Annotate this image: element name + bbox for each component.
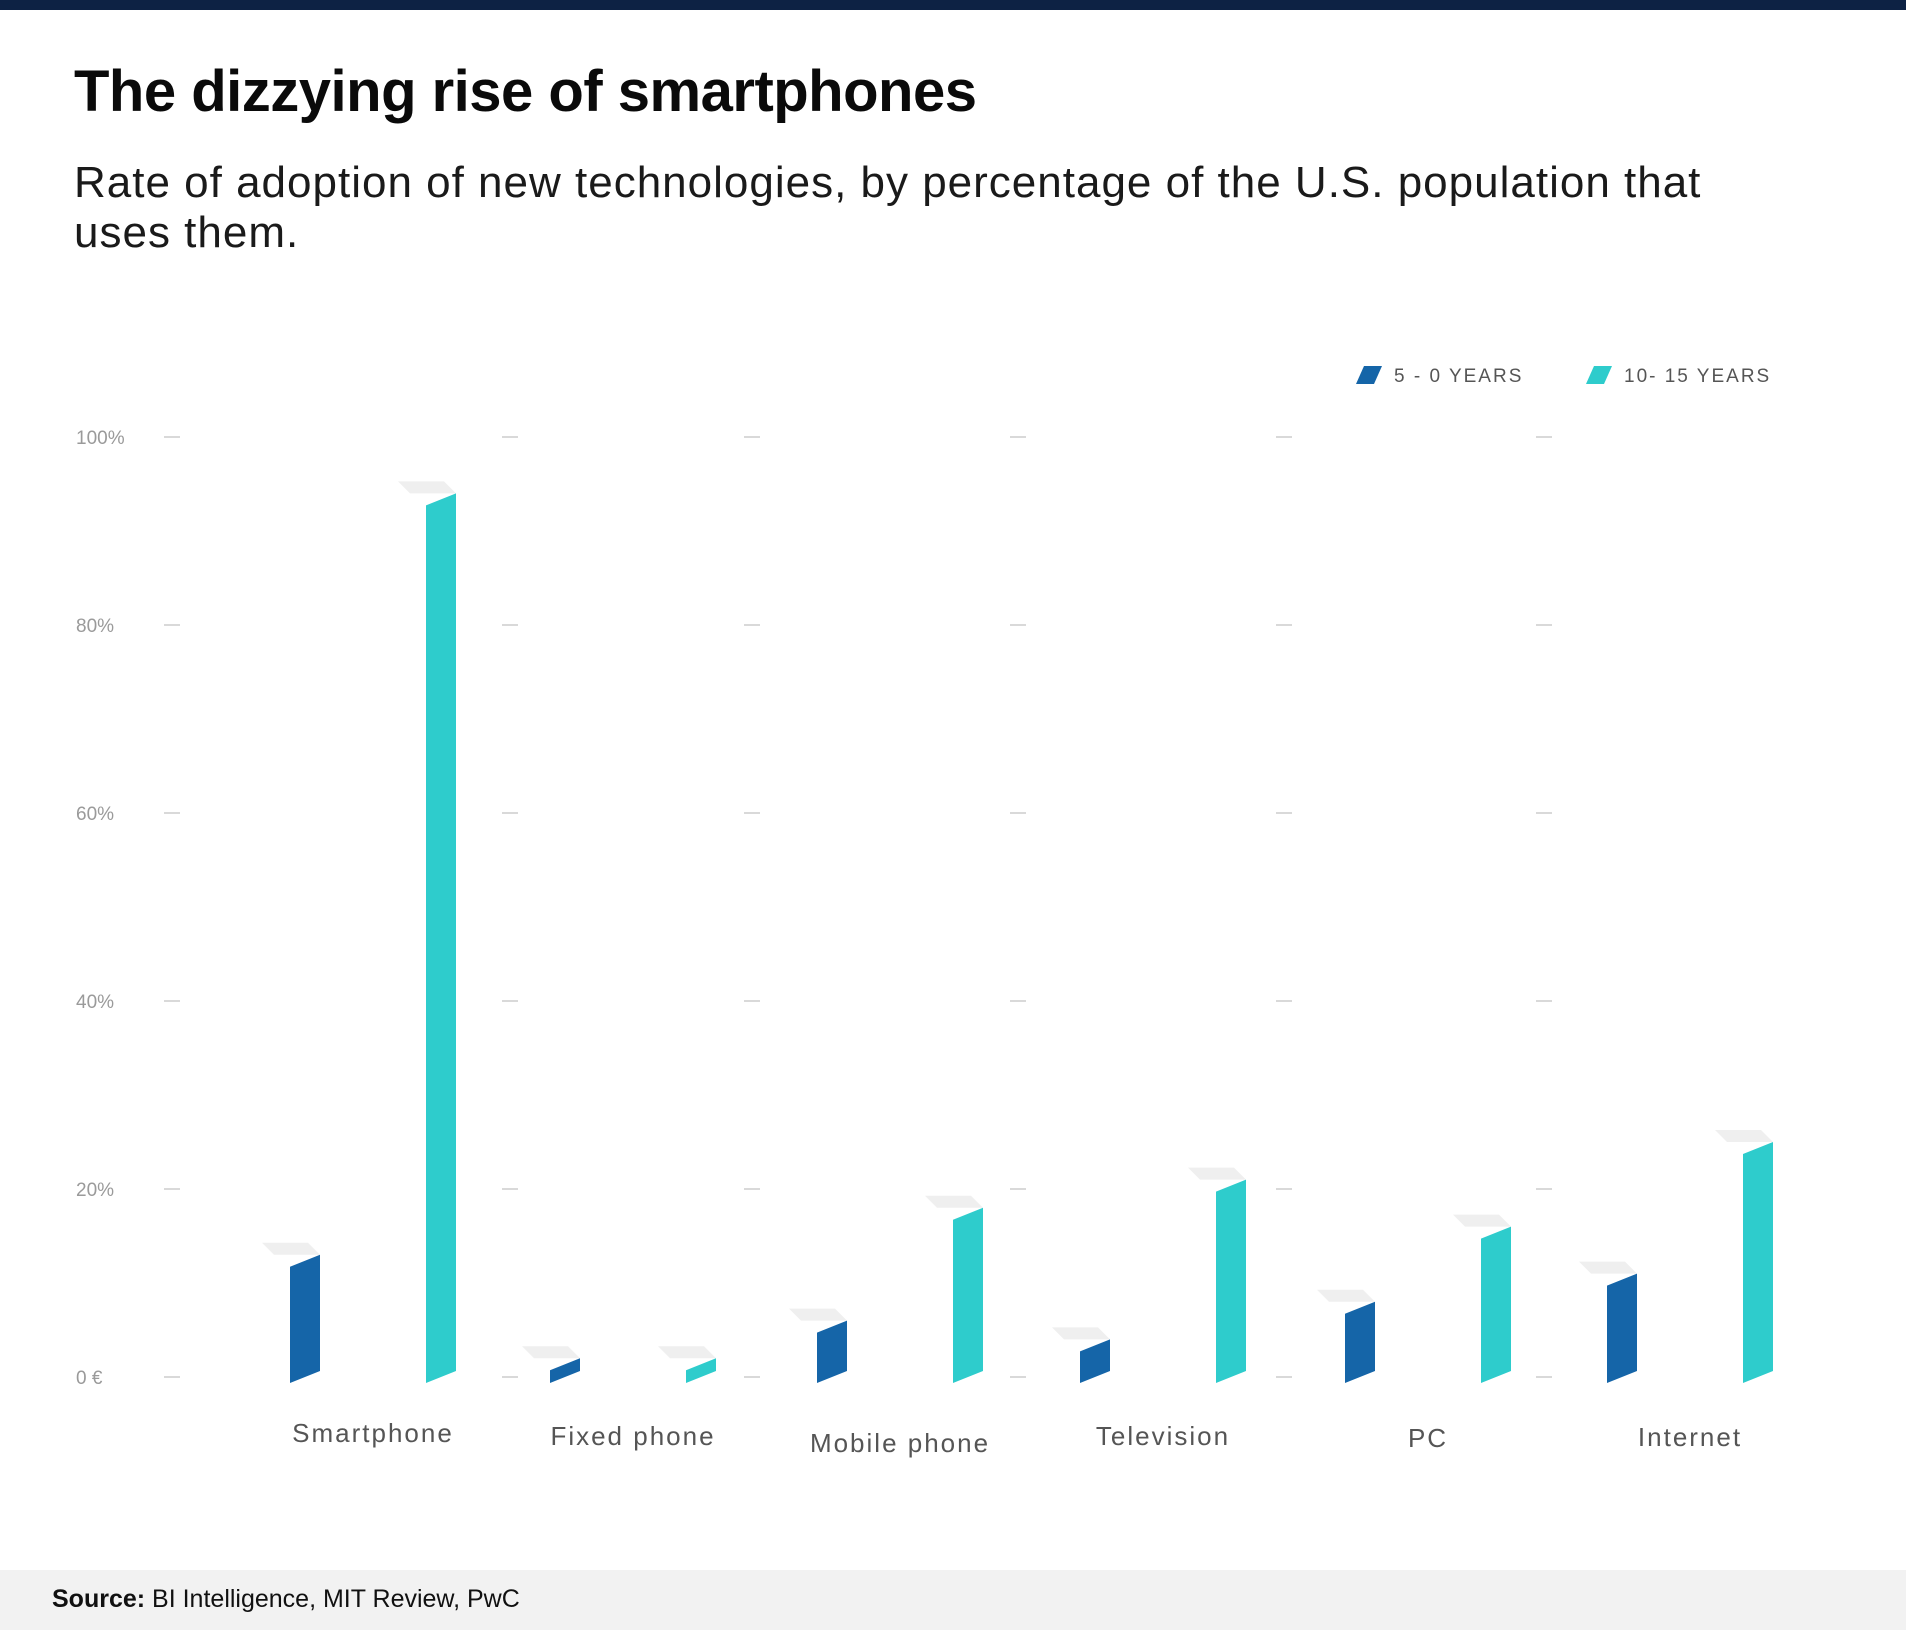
bar-cap-fixed-phone-s1 [522,1346,580,1359]
bar-cap-smartphone-s1 [262,1242,320,1255]
bar-internet-s2 [1743,1142,1773,1383]
bar-cap-television-s1 [1052,1327,1110,1340]
top-accent-bar [0,0,1906,10]
source-line: Source: BI Intelligence, MIT Review, PwC [52,1585,520,1614]
x-tick-label-pc: PC [1408,1423,1448,1453]
source-text: BI Intelligence, MIT Review, PwC [152,1585,520,1613]
bar-television-s1 [1080,1339,1110,1383]
chart-title: The dizzying rise of smartphones [74,59,977,124]
bar-fixed-phone-s2 [686,1358,716,1383]
bar-pc-s1 [1345,1301,1375,1383]
x-tick-label-internet: Internet [1638,1422,1742,1452]
y-tick-label-40: 40% [76,992,114,1013]
bar-mobile-phone-s2 [953,1207,983,1383]
legend-label-s2: 10- 15 YEARS [1624,366,1771,387]
bar-television-s2 [1216,1179,1246,1383]
y-tick-label-20: 20% [76,1180,114,1201]
y-tick-label-80: 80% [76,616,114,637]
x-tick-label-smartphone: Smartphone [292,1418,454,1448]
y-tick-label-60: 60% [76,804,114,825]
legend-label-s1: 5 - 0 YEARS [1394,366,1523,387]
bar-smartphone-s1 [290,1254,320,1383]
chart-subtitle: Rate of adoption of new technologies, by… [74,158,1702,257]
bar-cap-mobile-phone-s1 [789,1308,847,1321]
bar-cap-pc-s2 [1453,1214,1511,1227]
bar-internet-s1 [1607,1273,1637,1383]
bar-fixed-phone-s1 [550,1358,580,1383]
x-tick-label-fixed-phone: Fixed phone [550,1421,715,1451]
adoption-chart: 0 € 20% 40% 60% 80% 100% Smartphone Fixed phone… [76,366,1773,1458]
bar-cap-internet-s2 [1715,1130,1773,1142]
bar-cap-mobile-phone-s2 [925,1195,983,1208]
bar-mobile-phone-s1 [817,1320,847,1383]
bar-cap-television-s2 [1188,1167,1246,1180]
bar-cap-fixed-phone-s2 [658,1346,716,1359]
y-tick-label-0: 0 € [76,1368,103,1389]
legend-swatch-s2 [1586,366,1612,384]
bar-cap-smartphone-s2 [398,481,456,494]
y-tick-label-100: 100% [76,428,125,449]
bar-cap-pc-s1 [1317,1289,1375,1302]
bar-cap-internet-s1 [1579,1261,1637,1274]
source-footer: Source: BI Intelligence, MIT Review, PwC [0,1570,1906,1630]
bar-smartphone-s2 [426,493,456,1383]
x-tick-label-mobile-phone: Mobile phone [810,1428,990,1458]
source-label: Source: [52,1585,146,1613]
bar-pc-s2 [1481,1226,1511,1383]
legend-swatch-s1 [1356,366,1382,384]
x-tick-label-television: Television [1096,1421,1230,1451]
